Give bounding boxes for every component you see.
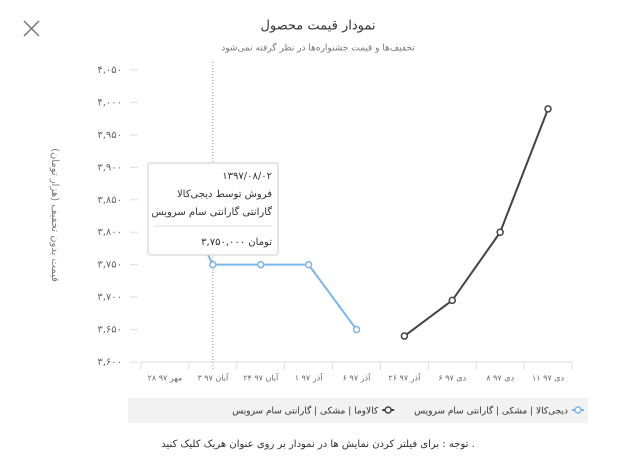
series-line [403, 108, 549, 337]
tooltip-seller: فروش توسط دیجی‌کالا [177, 189, 272, 200]
chart-title: نمودار قیمت محصول [260, 19, 375, 34]
legend-marker [384, 406, 392, 414]
data-point [544, 105, 552, 113]
x-tick-label: ۸ دی ۹۷ [486, 374, 514, 383]
close-icon[interactable] [23, 20, 40, 37]
chart-subtitle: تخفیف‌ها و قیمت جشنواره‌ها در نظر گرفته … [221, 42, 415, 54]
data-point [400, 332, 409, 340]
data-point [352, 325, 361, 334]
x-tick-label: ۲۸ مهر ۹۷ [148, 374, 183, 383]
x-tick-label: ۱۱ دی ۹۷ [532, 374, 565, 383]
x-tick-label: ۳ آبان ۹۷ [197, 373, 229, 383]
data-point [448, 296, 457, 305]
x-tick-label: ۲۴ آبان ۹۷ [243, 373, 279, 383]
legend-item[interactable]: کالاوما | مشکی | گارانتی سام سرویس [232, 405, 395, 417]
y-tick-label: ۴,۰۰۰ [97, 97, 122, 108]
y-tick-label: ۳,۶۰۰ [97, 357, 122, 368]
y-tick-label: ۳,۷۵۰ [97, 260, 122, 271]
data-point [209, 260, 217, 269]
legend-label: دیجی‌کالا | مشکی | گارانتی سام سرویس [414, 405, 568, 417]
data-point [304, 260, 313, 269]
y-tick-label: ۳,۹۵۰ [97, 130, 122, 141]
legend-label: کالاوما | مشکی | گارانتی سام سرویس [232, 405, 379, 417]
tooltip-date: ۱۳۹۷/۰۸/۰۲ [222, 171, 272, 182]
tooltip: ۱۳۹۷/۰۸/۰۲ فروش توسط دیجی‌کالا گارانتی گار… [147, 162, 279, 256]
legend-marker [574, 406, 582, 414]
y-axis-label: قیمت بدون تخفیف (هزار تومان) [49, 148, 60, 282]
note: توجه : برای فیلتر کردن نمایش ها در نمودا… [161, 439, 475, 450]
x-tick-label: ۶ دی ۹۷ [438, 374, 466, 383]
x-tick-label: ۲۶ آذر ۹۷ [388, 373, 421, 383]
legend-background [128, 398, 588, 423]
y-tick-label: ۳,۹۰۰ [97, 162, 122, 173]
data-point [256, 260, 265, 269]
tooltip-price: ۳,۷۵۰,۰۰۰ تومان [201, 237, 272, 248]
x-tick-label: ۱ آذر ۹۷ [295, 373, 323, 383]
legend-item[interactable]: دیجی‌کالا | مشکی | گارانتی سام سرویس [414, 405, 584, 417]
data-point [496, 228, 504, 236]
x-tick-label: ۶ آذر ۹۷ [343, 373, 371, 383]
y-tick-label: ۳,۷۰۰ [97, 292, 122, 303]
y-tick-label: ۴,۰۵۰ [97, 65, 122, 76]
y-tick-label: ۳,۶۵۰ [97, 325, 122, 336]
tooltip-warranty: گارانتی گارانتی سام سرویس [151, 206, 272, 218]
y-tick-label: ۳,۸۵۰ [97, 195, 122, 206]
tooltip-box [147, 162, 279, 256]
y-tick-label: ۳,۸۰۰ [97, 227, 122, 238]
